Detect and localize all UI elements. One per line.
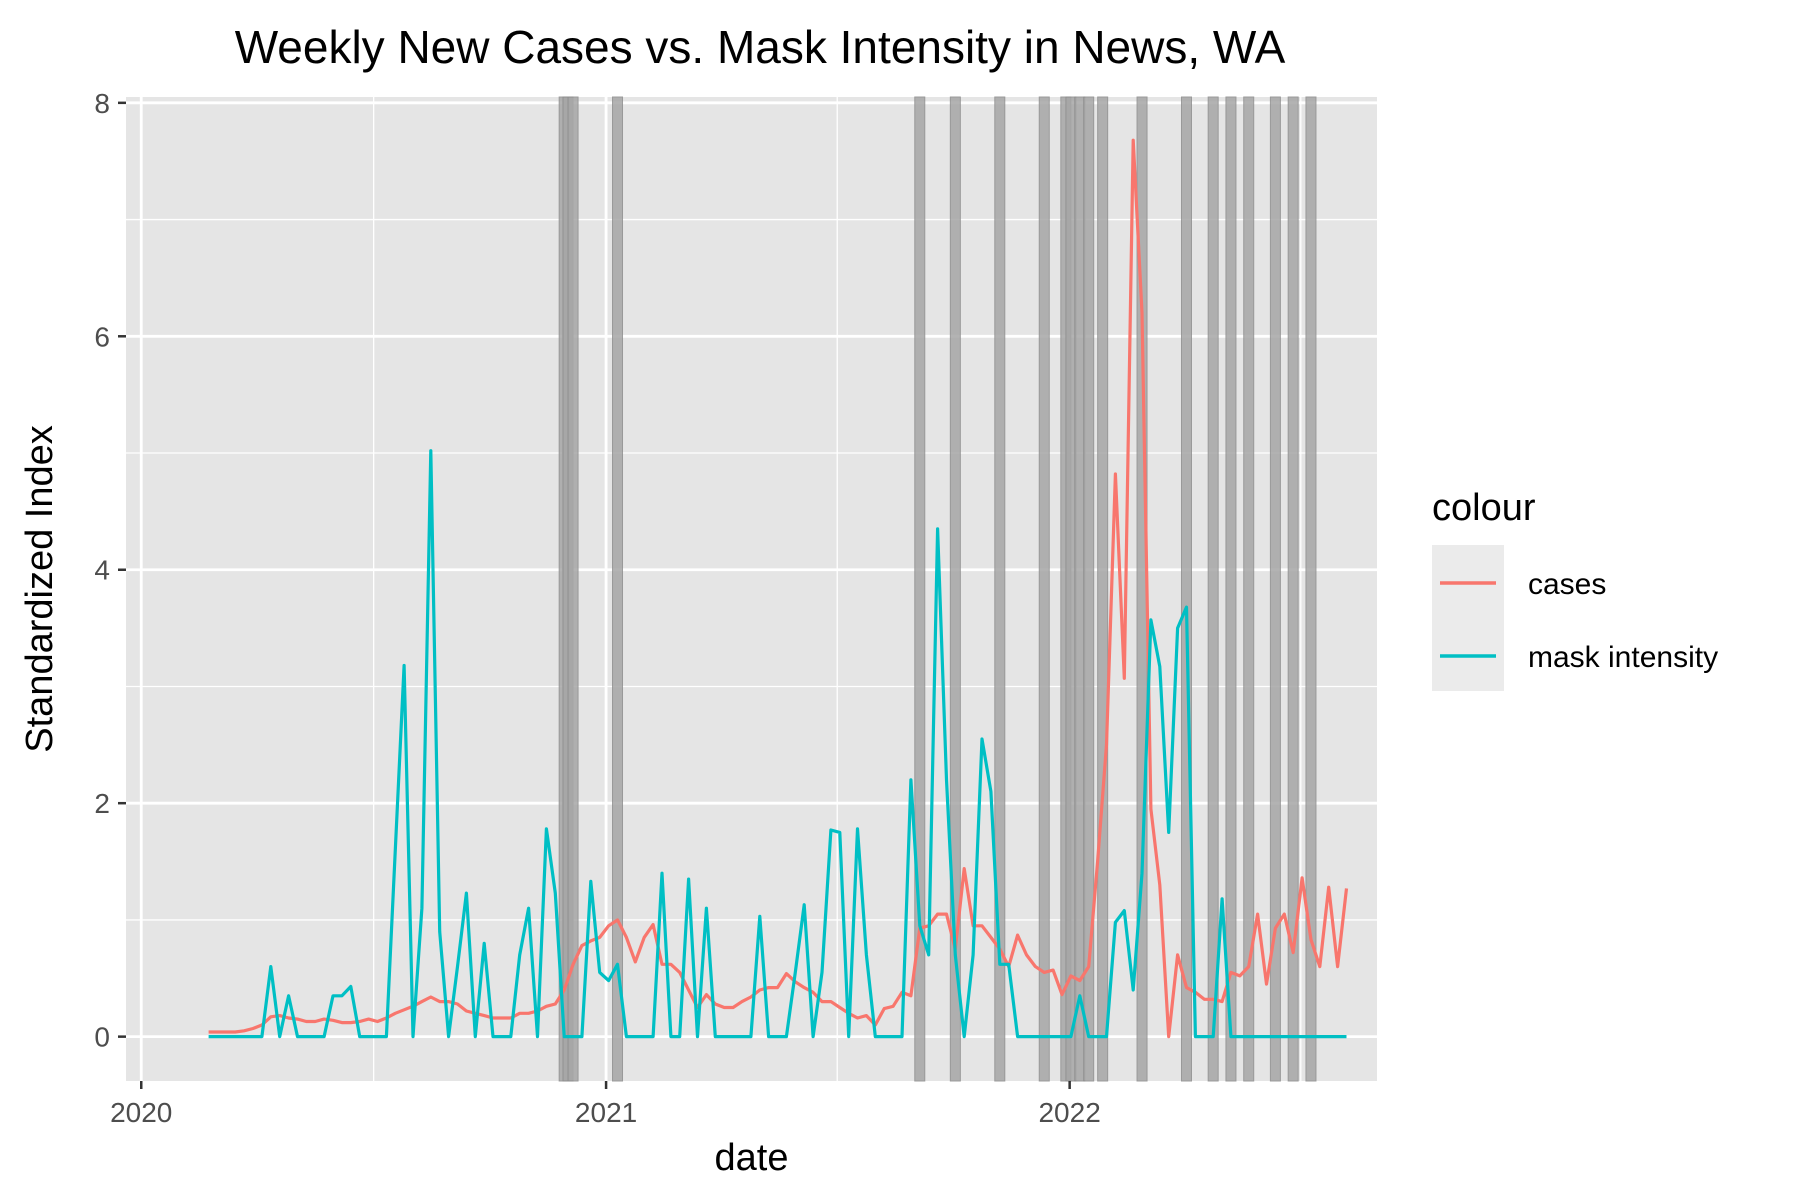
vertical-marker-band xyxy=(914,96,926,1082)
chart-title: Weekly New Cases vs. Mask Intensity in N… xyxy=(235,21,1286,73)
legend-label-mask-intensity: mask intensity xyxy=(1528,641,1718,674)
x-tick-label: 2021 xyxy=(575,1097,637,1128)
legend-title: colour xyxy=(1432,487,1536,529)
y-tick-label: 6 xyxy=(94,321,110,352)
vertical-marker-band xyxy=(612,96,624,1082)
vertical-marker-band xyxy=(994,96,1006,1082)
series-line-cases xyxy=(208,138,1349,1039)
vertical-marker-band xyxy=(1269,96,1281,1082)
x-tick-label: 2022 xyxy=(1038,1097,1100,1128)
legend-key-background xyxy=(1432,545,1504,691)
vertical-marker-band xyxy=(1305,96,1317,1082)
x-axis-title: date xyxy=(715,1137,789,1179)
legend-entries: cases mask intensity xyxy=(1440,568,1718,674)
vertical-marker-band xyxy=(1083,96,1095,1082)
axes: 0 2 4 6 8 2020 2021 2022 xyxy=(94,88,1100,1128)
vertical-marker-band xyxy=(1038,96,1050,1082)
plot-panel xyxy=(126,97,1377,1081)
y-axis-title: Standardized Index xyxy=(19,425,61,752)
x-tick-label: 2020 xyxy=(110,1097,172,1128)
series-line-mask-intensity xyxy=(208,449,1347,1039)
vertical-marker-band xyxy=(949,96,961,1082)
vertical-marker-band xyxy=(1097,96,1109,1082)
vertical-marker-bands xyxy=(558,96,1317,1082)
vertical-marker-band xyxy=(567,96,579,1082)
y-tick-label: 2 xyxy=(94,788,110,819)
legend-label-cases: cases xyxy=(1528,568,1606,601)
vertical-marker-band xyxy=(1225,96,1237,1082)
vertical-marker-band xyxy=(1287,96,1299,1082)
y-tick-label: 8 xyxy=(94,88,110,119)
vertical-marker-band xyxy=(1207,96,1219,1082)
vertical-marker-band xyxy=(1180,96,1192,1082)
y-tick-label: 4 xyxy=(94,555,110,586)
legend: colour cases mask intensity xyxy=(1432,487,1718,691)
vertical-marker-band xyxy=(1243,96,1255,1082)
series-lines xyxy=(208,138,1349,1039)
y-tick-label: 0 xyxy=(94,1022,110,1053)
